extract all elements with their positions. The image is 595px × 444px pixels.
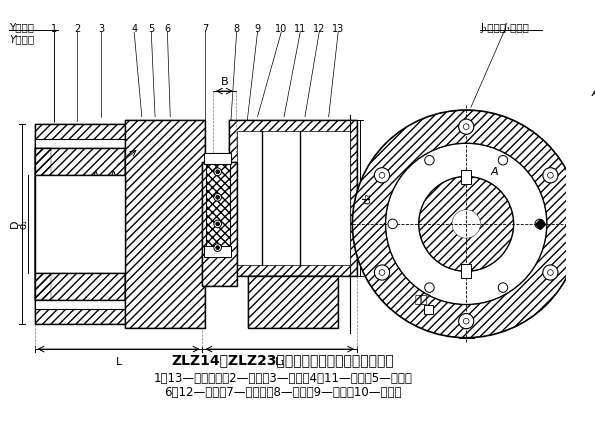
Circle shape <box>425 283 434 292</box>
Bar <box>202 162 237 285</box>
Bar <box>424 305 433 314</box>
Bar <box>35 273 125 300</box>
Text: 13: 13 <box>332 24 345 35</box>
Circle shape <box>216 195 220 199</box>
Circle shape <box>386 143 547 305</box>
Circle shape <box>464 124 469 130</box>
Circle shape <box>547 270 553 275</box>
Circle shape <box>498 155 508 165</box>
Text: 11: 11 <box>294 24 306 35</box>
Circle shape <box>374 265 390 280</box>
Circle shape <box>379 172 385 178</box>
Bar <box>205 246 231 257</box>
Text: Y型轴孔: Y型轴孔 <box>9 23 34 32</box>
Bar <box>202 162 237 285</box>
Bar <box>462 170 471 184</box>
Text: Y型轴孔: Y型轴孔 <box>9 34 34 44</box>
Bar <box>125 119 205 328</box>
Bar <box>229 119 357 276</box>
Text: J₁型轴孔: J₁型轴孔 <box>480 23 506 32</box>
Circle shape <box>216 246 220 250</box>
Bar <box>205 153 231 164</box>
Text: 标志: 标志 <box>414 295 427 305</box>
Circle shape <box>388 219 397 229</box>
Text: L: L <box>115 357 121 367</box>
Circle shape <box>216 170 220 174</box>
Text: 7: 7 <box>202 24 208 35</box>
Text: 5: 5 <box>148 24 154 35</box>
Text: 9: 9 <box>255 24 261 35</box>
Bar <box>35 176 125 271</box>
Text: D: D <box>10 220 20 228</box>
Text: 12: 12 <box>313 24 325 35</box>
Circle shape <box>374 168 390 183</box>
Bar <box>462 264 471 278</box>
Bar <box>229 119 357 276</box>
Bar <box>206 153 230 257</box>
Text: 6、12—垫圈；7—内挡板；8—外套；9—柱销；10—外挡板: 6、12—垫圈；7—内挡板；8—外套；9—柱销；10—外挡板 <box>164 386 402 399</box>
Bar <box>35 148 125 300</box>
Bar <box>35 124 201 324</box>
Text: 4: 4 <box>131 24 137 35</box>
Circle shape <box>498 283 508 292</box>
Circle shape <box>352 110 580 338</box>
Circle shape <box>214 220 221 228</box>
Circle shape <box>214 194 221 201</box>
Circle shape <box>214 244 221 251</box>
Circle shape <box>379 270 385 275</box>
Text: 1: 1 <box>51 24 57 35</box>
Bar <box>35 174 125 273</box>
Circle shape <box>216 222 220 226</box>
Bar <box>248 276 338 328</box>
Text: 6: 6 <box>164 24 170 35</box>
Bar <box>35 124 201 324</box>
Circle shape <box>547 172 553 178</box>
Bar <box>35 139 172 309</box>
Text: A—A: A—A <box>92 171 118 182</box>
Circle shape <box>543 265 558 280</box>
Text: d₂: d₂ <box>362 192 372 204</box>
Text: 8: 8 <box>234 24 240 35</box>
Bar <box>125 119 205 328</box>
Circle shape <box>214 168 221 175</box>
Text: B: B <box>221 77 228 87</box>
Circle shape <box>459 119 474 134</box>
Circle shape <box>543 168 558 183</box>
Circle shape <box>459 313 474 329</box>
Bar <box>248 276 338 328</box>
Text: 2: 2 <box>74 24 80 35</box>
Text: 10: 10 <box>275 24 287 35</box>
Circle shape <box>464 318 469 324</box>
Text: A: A <box>591 86 595 99</box>
Text: A: A <box>491 167 499 177</box>
Circle shape <box>425 155 434 165</box>
Bar <box>206 153 230 257</box>
Text: 3: 3 <box>98 24 104 35</box>
Text: ZLZ14～ZLZ23型接中间轴弹性柱销齿式联轴器: ZLZ14～ZLZ23型接中间轴弹性柱销齿式联轴器 <box>172 353 394 368</box>
Text: J₁型轴孔: J₁型轴孔 <box>504 23 530 32</box>
Bar <box>35 148 51 300</box>
Bar <box>35 148 125 174</box>
Text: L₁: L₁ <box>274 357 285 367</box>
Circle shape <box>419 176 513 271</box>
Text: 1、13—半联轴器；2—螺钉；3—铁丝；4、11—螺栓；5—螺母；: 1、13—半联轴器；2—螺钉；3—铁丝；4、11—螺栓；5—螺母； <box>154 372 412 385</box>
Text: d₁: d₁ <box>18 219 28 229</box>
Bar <box>237 131 349 265</box>
Circle shape <box>535 219 544 229</box>
